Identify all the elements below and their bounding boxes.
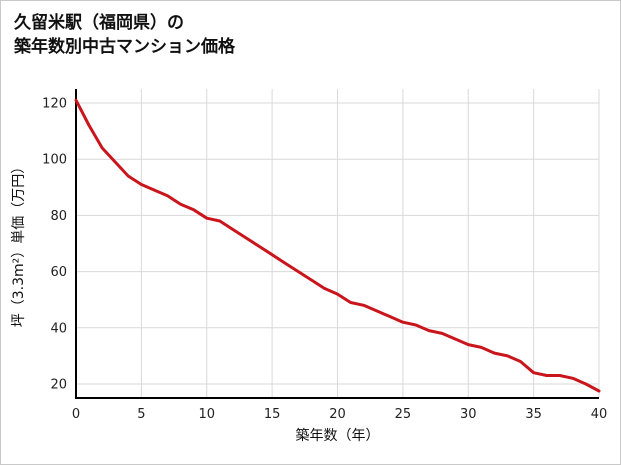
x-tick-label: 40 <box>591 407 608 422</box>
y-tick-label: 120 <box>42 97 67 112</box>
x-tick-label: 10 <box>198 407 215 422</box>
x-axis-title: 築年数（年） <box>296 428 380 444</box>
x-tick-label: 5 <box>137 407 145 422</box>
y-axis-title: 坪（3.3m²）単価（万円） <box>11 160 27 328</box>
price-line-series <box>74 98 601 393</box>
y-tick-label: 60 <box>50 265 67 280</box>
x-tick-label: 25 <box>395 407 412 422</box>
chart-title: 久留米駅（福岡県）の 築年数別中古マンション価格 <box>14 11 235 59</box>
chart-title-line1: 久留米駅（福岡県）の <box>14 13 184 33</box>
y-tick-label: 100 <box>42 153 67 168</box>
chart-title-line2: 築年数別中古マンション価格 <box>14 37 235 57</box>
x-tick-label: 30 <box>460 407 477 422</box>
y-tick-label: 80 <box>50 209 67 224</box>
x-tick-label: 20 <box>329 407 346 422</box>
y-tick-label: 40 <box>50 321 67 336</box>
x-tick-label: 35 <box>525 407 542 422</box>
y-tick-label: 20 <box>50 377 67 392</box>
x-tick-label: 0 <box>72 407 80 422</box>
x-tick-label: 15 <box>264 407 281 422</box>
